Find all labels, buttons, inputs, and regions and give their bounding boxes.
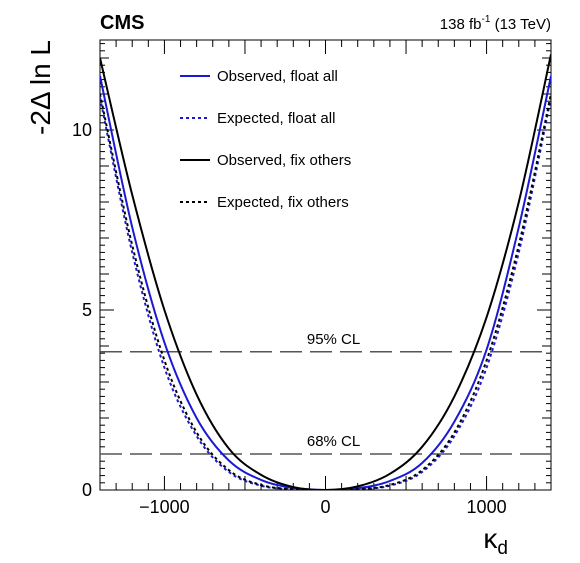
y-tick-label: 0 (82, 480, 92, 500)
x-axis-label: κd (483, 523, 508, 559)
lumi-exponent: -1 (482, 14, 491, 25)
legend-label-2: Expected, float all (217, 110, 335, 127)
lumi-base: 138 fb (440, 16, 482, 33)
y-axis-label: -2Δ ln L (25, 40, 56, 135)
lumi-energy: (13 TeV) (490, 16, 551, 33)
cl-label: 68% CL (307, 433, 360, 450)
x-tick-label: 0 (320, 497, 330, 517)
experiment-label: CMS (100, 12, 144, 34)
legend-label-1: Observed, float all (217, 68, 338, 85)
series-curve-4 (100, 93, 551, 490)
luminosity-label: 138 fb-1 (13 TeV) (440, 14, 551, 33)
series-curve-1 (100, 75, 551, 490)
series-curves (100, 54, 551, 490)
x-axis-label-main: κ (483, 523, 498, 554)
legend-label-3: Observed, fix others (217, 152, 351, 169)
legend: Observed, float all Expected, float all Ob… (180, 68, 351, 211)
plot-frame (99, 39, 552, 491)
cl-label: 95% CL (307, 331, 360, 348)
y-tick-label: 5 (82, 300, 92, 320)
series-curve-3 (100, 54, 551, 490)
x-tick-label: −1000 (139, 497, 190, 517)
cl-reference-lines: 95% CL 68% CL (100, 331, 551, 455)
series-curve-2 (100, 97, 551, 490)
x-axis-label-subscript: d (497, 538, 508, 559)
x-tick-label: 1000 (467, 497, 507, 517)
legend-label-4: Expected, fix others (217, 194, 349, 211)
y-tick-label: 10 (72, 120, 92, 140)
